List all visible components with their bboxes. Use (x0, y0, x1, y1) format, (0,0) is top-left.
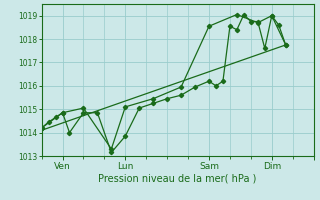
X-axis label: Pression niveau de la mer( hPa ): Pression niveau de la mer( hPa ) (99, 173, 257, 183)
